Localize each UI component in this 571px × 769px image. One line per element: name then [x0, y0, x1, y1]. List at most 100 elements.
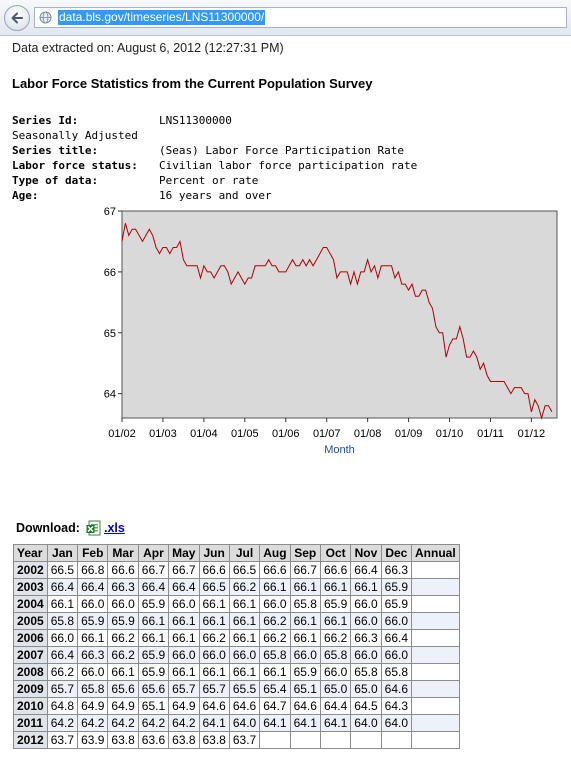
value-cell: 66.6: [198, 561, 230, 579]
value-cell: 66.0: [198, 646, 230, 664]
table-row: 2010 64.8 64.9 64.9 65.1 64.9 64.6 64.6 64.7 64.6…: [13, 697, 460, 715]
value-cell: 66.0: [46, 629, 79, 647]
value-cell: 64.9: [168, 697, 200, 715]
value-cell: 64.4: [319, 697, 352, 715]
value-cell: 65.9: [380, 595, 413, 613]
value-cell: 66.0: [168, 646, 200, 664]
value-cell: 65.7: [198, 680, 230, 698]
value-cell: 63.7: [228, 731, 261, 749]
value-cell: 66.6: [259, 561, 291, 579]
value-cell: 64.3: [380, 697, 413, 715]
value-cell: 65.8: [289, 595, 321, 613]
value-cell: 64.1: [289, 714, 321, 732]
series-info-label: Series title:: [12, 144, 99, 157]
column-header: Apr: [137, 544, 170, 562]
year-cell: 2005: [13, 612, 48, 630]
x-tick-label: 01/12: [518, 428, 546, 440]
value-cell: 63.8: [198, 731, 230, 749]
value-cell: 66.2: [107, 646, 139, 664]
value-cell: 66.8: [77, 561, 109, 579]
table-row: 2012 63.7 63.9 63.8 63.6 63.8 63.8 63.7: [13, 731, 460, 749]
value-cell: 66.1: [168, 663, 200, 681]
value-cell: 64.0: [350, 714, 382, 732]
value-cell: 65.8: [350, 663, 382, 681]
value-cell: 65.8: [259, 646, 291, 664]
value-cell: 66.1: [259, 578, 291, 596]
value-cell: 66.1: [137, 612, 170, 630]
value-cell: 64.2: [46, 714, 79, 732]
value-cell: 65.9: [380, 578, 413, 596]
series-info-value: Percent or rate: [159, 174, 259, 187]
table-row: 2006 66.0 66.1 66.2 66.1 66.1 66.2 66.1 66.2 66.1…: [13, 629, 460, 647]
value-cell: 66.0: [319, 663, 352, 681]
value-cell: 66.4: [46, 646, 79, 664]
data-table: Year Jan Feb Mar Apr May Jun Jul Aug Sep Oct Nov Dec…: [13, 544, 460, 749]
value-cell: 64.5: [350, 697, 382, 715]
data-extracted-date: Data extracted on: August 6, 2012 (12:27…: [12, 41, 284, 55]
download-label: Download:: [16, 521, 80, 535]
value-cell: 66.2: [259, 629, 291, 647]
column-header: Dec: [380, 544, 413, 562]
value-cell: 66.1: [137, 629, 170, 647]
year-cell: 2003: [13, 578, 48, 596]
value-cell: [411, 731, 460, 749]
value-cell: 65.7: [46, 680, 79, 698]
value-cell: 65.9: [137, 663, 170, 681]
column-header: Jun: [198, 544, 230, 562]
value-cell: 66.5: [198, 578, 230, 596]
value-cell: [411, 680, 460, 698]
value-cell: 65.0: [350, 680, 382, 698]
browser-toolbar: data.bls.gov/timeseries/LNS11300000/: [0, 0, 571, 36]
value-cell: [411, 663, 460, 681]
address-bar[interactable]: data.bls.gov/timeseries/LNS11300000/: [34, 7, 567, 28]
value-cell: 66.1: [107, 663, 139, 681]
value-cell: 65.8: [77, 680, 109, 698]
value-cell: 65.5: [228, 680, 261, 698]
column-header: Jul: [228, 544, 261, 562]
value-cell: 66.1: [198, 595, 230, 613]
value-cell: 64.9: [77, 697, 109, 715]
table-row: 2011 64.2 64.2 64.2 64.2 64.2 64.1 64.0 64.1 64.1…: [13, 714, 460, 732]
url-text[interactable]: data.bls.gov/timeseries/LNS11300000/: [58, 10, 266, 25]
value-cell: 66.4: [380, 629, 413, 647]
xls-download-link[interactable]: .xls: [104, 521, 125, 535]
value-cell: 64.2: [168, 714, 200, 732]
value-cell: 66.2: [228, 578, 261, 596]
excel-file-icon[interactable]: [86, 520, 102, 536]
table-header-row: Year Jan Feb Mar Apr May Jun Jul Aug Sep Oct Nov Dec…: [13, 544, 460, 562]
column-header: May: [168, 544, 200, 562]
value-cell: [411, 697, 460, 715]
value-cell: 64.1: [259, 714, 291, 732]
x-tick-label: 01/05: [231, 428, 259, 440]
value-cell: 64.2: [77, 714, 109, 732]
participation-rate-chart: 64 65 66 67 01/02 01/03 01/04 01/05 01/06 01/07 01…: [104, 206, 558, 456]
value-cell: 65.1: [289, 680, 321, 698]
value-cell: 65.9: [77, 612, 109, 630]
value-cell: 66.4: [168, 578, 200, 596]
value-cell: 66.1: [198, 612, 230, 630]
value-cell: 66.0: [107, 595, 139, 613]
column-header: Annual: [411, 544, 460, 562]
value-cell: 66.0: [228, 646, 261, 664]
value-cell: [411, 578, 460, 596]
x-tick-label: 01/06: [272, 428, 300, 440]
value-cell: 66.4: [350, 561, 382, 579]
value-cell: 66.2: [107, 629, 139, 647]
value-cell: 66.1: [319, 578, 352, 596]
value-cell: 66.4: [46, 578, 79, 596]
x-tick-label: 01/07: [313, 428, 341, 440]
value-cell: 66.2: [198, 629, 230, 647]
value-cell: 66.1: [289, 612, 321, 630]
value-cell: 66.1: [228, 629, 261, 647]
value-cell: 66.1: [46, 595, 79, 613]
column-header: Mar: [107, 544, 139, 562]
value-cell: 64.2: [107, 714, 139, 732]
value-cell: [319, 731, 352, 749]
value-cell: 66.1: [289, 578, 321, 596]
x-tick-label: 01/11: [477, 428, 504, 440]
value-cell: [411, 646, 460, 664]
value-cell: 63.8: [168, 731, 200, 749]
table-row: 2003 66.4 66.4 66.3 66.4 66.4 66.5 66.2 66.1 66.1…: [13, 578, 460, 596]
value-cell: 66.1: [168, 612, 200, 630]
back-button[interactable]: [4, 5, 30, 31]
